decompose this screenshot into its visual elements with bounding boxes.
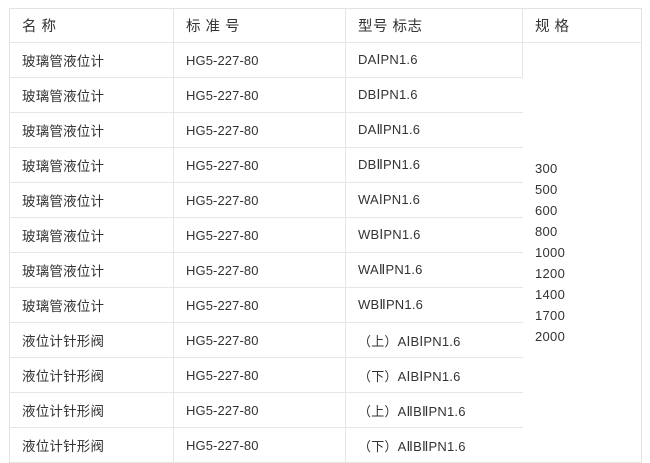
spec-value: 500 bbox=[535, 181, 558, 197]
product-spec-table: 名 称 标 准 号 型号 标志 规 格 玻璃管液位计 HG5-227-80 DAⅠP… bbox=[9, 8, 642, 463]
table-row: 玻璃管液位计 HG5-227-80 WAⅠPN1.6 bbox=[9, 182, 642, 218]
cell-specification-list: 300 500 600 800 1000 1200 1400 1700 2000 bbox=[522, 42, 642, 463]
cell-standard-number: HG5-227-80 bbox=[173, 357, 346, 393]
table-row: 玻璃管液位计 HG5-227-80 DBⅠPN1.6 bbox=[9, 77, 642, 113]
cell-product-name: 液位计针形阀 bbox=[9, 357, 174, 393]
table-body: 玻璃管液位计 HG5-227-80 DAⅠPN1.6 300 500 600 800 1000… bbox=[9, 42, 642, 463]
cell-model-mark: （下）AⅠBⅠPN1.6 bbox=[345, 357, 523, 393]
table-row: 玻璃管液位计 HG5-227-80 DAⅠPN1.6 300 500 600 800 1000… bbox=[9, 42, 642, 463]
cell-product-name: 液位计针形阀 bbox=[9, 392, 174, 428]
cell-model-mark: （下）AⅡBⅡPN1.6 bbox=[358, 438, 466, 454]
cell-model-mark: DAⅡPN1.6 bbox=[345, 112, 523, 148]
spec-value: 1700 bbox=[535, 308, 566, 324]
table-row: 玻璃管液位计 HG5-227-80 WAⅡPN1.6 bbox=[9, 252, 642, 288]
table-row: 玻璃管液位计 HG5-227-80 WBⅠPN1.6 bbox=[9, 217, 642, 253]
cell-model-mark: WBⅠPN1.6 bbox=[345, 217, 523, 253]
cell-product-name: 玻璃管液位计 bbox=[9, 42, 174, 78]
spec-value: 1200 bbox=[535, 266, 566, 282]
spec-value: 300 bbox=[535, 160, 558, 176]
cell-model-mark: DAⅠPN1.6 bbox=[345, 42, 523, 78]
cell-model-mark: DBⅡPN1.6 bbox=[345, 147, 523, 183]
table-header-row: 名 称 标 准 号 型号 标志 规 格 bbox=[9, 8, 642, 43]
spec-value: 1000 bbox=[535, 244, 566, 260]
cell-standard-number: HG5-227-80 bbox=[173, 42, 346, 78]
spec-value: 2000 bbox=[535, 329, 566, 345]
cell-standard-number: HG5-227-80 bbox=[173, 147, 346, 183]
table-row: 玻璃管液位计 HG5-227-80 WBⅡPN1.6 bbox=[9, 287, 642, 323]
cell-standard-number: HG5-227-80 bbox=[173, 322, 346, 358]
table-row: 液位计针形阀 HG5-227-80 （下）AⅠBⅠPN1.6 bbox=[9, 357, 642, 393]
spec-table-container: 名 称 标 准 号 型号 标志 规 格 玻璃管液位计 HG5-227-80 DAⅠP… bbox=[9, 8, 642, 463]
cell-standard-number: HG5-227-80 bbox=[173, 427, 346, 463]
cell-product-name: 玻璃管液位计 bbox=[9, 217, 174, 253]
cell-model-mark: WBⅡPN1.6 bbox=[345, 287, 523, 323]
cell-model-mark: DBⅠPN1.6 bbox=[345, 77, 523, 113]
column-header-model: 型号 标志 bbox=[345, 8, 523, 43]
cell-standard-number: HG5-227-80 bbox=[173, 287, 346, 323]
column-header-name: 名 称 bbox=[9, 8, 174, 43]
cell-product-name: 玻璃管液位计 bbox=[9, 287, 174, 323]
table-row: 液位计针形阀 HG5-227-80 （上）AⅡBⅡPN1.6 bbox=[9, 392, 642, 428]
cell-product-name: 玻璃管液位计 bbox=[9, 77, 174, 113]
cell-product-name: 玻璃管液位计 bbox=[9, 252, 174, 288]
cell-product-name: 玻璃管液位计 bbox=[9, 182, 174, 218]
cell-model-mark: （上）AⅡBⅡPN1.6 bbox=[345, 392, 523, 428]
spec-value: 1400 bbox=[535, 287, 566, 303]
cell-standard-number: HG5-227-80 bbox=[173, 112, 346, 148]
table-header: 名 称 标 准 号 型号 标志 规 格 bbox=[9, 8, 642, 43]
cell-product-name: 玻璃管液位计 bbox=[9, 147, 174, 183]
cell-standard-number: HG5-227-80 bbox=[173, 182, 346, 218]
cell-standard-number: HG5-227-80 bbox=[173, 77, 346, 113]
spec-value-list: 300 500 600 800 1000 1200 1400 1700 2000 bbox=[535, 158, 641, 347]
spec-value: 600 bbox=[535, 202, 558, 218]
cell-product-name: 液位计针形阀 bbox=[9, 322, 174, 358]
cell-model-mark: （上）AⅠBⅠPN1.6 bbox=[345, 322, 523, 358]
table-row: 液位计针形阀 HG5-227-80 （上）AⅠBⅠPN1.6 bbox=[9, 322, 642, 358]
cell-standard-number: HG5-227-80 bbox=[173, 392, 346, 428]
column-header-spec: 规 格 bbox=[522, 8, 642, 43]
table-row: 玻璃管液位计 HG5-227-80 DBⅡPN1.6 bbox=[9, 147, 642, 183]
column-header-standard: 标 准 号 bbox=[173, 8, 346, 43]
cell-model-mark: WAⅠPN1.6 bbox=[345, 182, 523, 218]
cell-model-mark: WAⅡPN1.6 bbox=[345, 252, 523, 288]
cell-product-name: 玻璃管液位计 bbox=[9, 112, 174, 148]
cell-standard-number: HG5-227-80 bbox=[173, 217, 346, 253]
table-row: 玻璃管液位计 HG5-227-80 DAⅡPN1.6 bbox=[9, 112, 642, 148]
cell-product-name: 液位计针形阀 bbox=[9, 427, 174, 463]
spec-value: 800 bbox=[535, 223, 558, 239]
cell-standard-number: HG5-227-80 bbox=[173, 252, 346, 288]
